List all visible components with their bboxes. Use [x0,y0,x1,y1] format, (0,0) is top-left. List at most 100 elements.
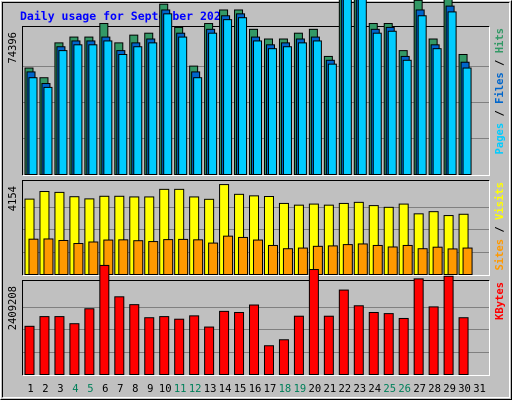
day-label-8: 8 [132,383,138,395]
legend-item-hits: Hits [494,28,506,53]
day-label-26: 26 [398,383,411,395]
bar-kbytes-day-13 [204,326,215,376]
legend-item-pages: Pages [494,123,506,155]
bar-pages-day-18 [282,46,292,175]
bar-sites-day-16 [253,239,264,275]
bar-pages-day-25 [387,30,397,175]
bar-sites-day-23 [357,243,368,275]
day-label-6: 6 [102,383,108,395]
chart-title: Daily usage for September 2021 [20,9,228,23]
bar-pages-day-24 [372,32,382,175]
day-label-16: 16 [249,383,262,395]
day-label-9: 9 [147,383,153,395]
bar-sites-day-24 [372,244,383,275]
panel-border-dark [22,180,490,276]
panel-border-light [22,26,490,176]
bar-pages-day-23 [357,0,367,175]
day-label-5: 5 [87,383,93,395]
bar-sites-day-30 [462,247,473,275]
bar-pages-day-7 [118,53,128,176]
bar-pages-day-14 [223,19,233,175]
bar-kbytes-day-23 [353,305,364,376]
bar-pages-day-27 [417,15,427,176]
day-label-25: 25 [383,383,396,395]
day-label-24: 24 [368,383,381,395]
bar-sites-day-26 [402,244,413,275]
bar-kbytes-day-24 [368,311,379,375]
bar-pages-day-28 [432,48,442,175]
bar-kbytes-day-20 [308,269,319,375]
day-label-27: 27 [413,383,426,395]
bar-kbytes-day-28 [428,306,439,376]
bar-pages-day-15 [238,17,248,175]
day-label-29: 29 [443,383,456,395]
bar-sites-day-25 [387,246,398,276]
bar-kbytes-day-29 [443,275,454,376]
day-label-12: 12 [189,383,202,395]
day-label-23: 23 [353,383,366,395]
bar-pages-day-17 [267,48,277,175]
bar-sites-day-2 [43,238,54,276]
bar-kbytes-day-17 [263,345,274,375]
day-label-15: 15 [234,383,247,395]
bar-sites-day-7 [118,239,129,275]
day-label-3: 3 [57,383,63,395]
bar-sites-day-13 [208,242,219,276]
day-label-10: 10 [159,383,172,395]
bar-pages-day-2 [43,86,53,175]
bar-pages-day-3 [58,50,68,175]
bar-pages-day-11 [178,36,188,175]
bar-kbytes-day-21 [323,315,334,376]
legend-item-visits: Visits [494,182,506,220]
bar-sites-day-21 [327,245,338,276]
bar-sites-day-8 [133,240,144,275]
bar-kbytes-day-3 [54,316,65,376]
bar-sites-day-27 [417,248,428,275]
bar-kbytes-day-5 [84,308,95,376]
day-label-20: 20 [309,383,322,395]
bar-kbytes-day-16 [249,304,260,375]
bar-sites-day-11 [178,238,189,276]
bar-kbytes-day-1 [24,325,35,375]
bar-pages-day-12 [193,77,203,175]
bar-pages-day-8 [133,46,143,175]
bar-sites-day-28 [432,246,443,275]
bar-kbytes-day-8 [129,304,140,375]
bar-kbytes-day-10 [159,316,170,376]
bar-kbytes-day-15 [234,311,245,375]
bar-kbytes-day-7 [114,296,125,376]
day-label-22: 22 [338,383,351,395]
bar-pages-day-10 [163,13,173,175]
day-label-28: 28 [428,383,441,395]
bar-pages-day-4 [73,44,83,175]
scale-label-kbytes: 2409208 [7,286,19,330]
bar-kbytes-day-26 [398,317,409,376]
bar-kbytes-day-25 [383,313,394,375]
day-label-13: 13 [204,383,217,395]
bar-pages-day-26 [402,59,412,176]
bar-pages-day-13 [208,32,218,175]
day-label-19: 19 [294,383,307,395]
bar-sites-day-29 [447,248,458,275]
bar-pages-day-1 [28,77,38,175]
day-label-21: 21 [324,383,337,395]
legend-visits-sites: Sites / Visits [494,182,506,271]
bar-kbytes-day-22 [338,289,349,375]
day-label-18: 18 [279,383,292,395]
legend-hits-files-pages: Pages / Files / Hits [494,28,506,154]
bar-kbytes-day-19 [293,315,304,376]
bar-kbytes-day-6 [99,264,110,376]
bar-pages-day-20 [312,40,322,176]
bar-sites-day-17 [267,244,278,275]
scale-label-hits-files-pages: 74396 [7,32,19,64]
bar-pages-day-22 [342,0,352,175]
bar-sites-day-1 [28,238,39,276]
day-label-1: 1 [27,383,33,395]
bar-sites-day-22 [342,244,353,275]
panel-border-light [22,180,490,276]
bar-pages-day-5 [88,44,98,175]
bar-sites-day-9 [148,241,159,275]
bar-sites-day-5 [88,241,99,275]
